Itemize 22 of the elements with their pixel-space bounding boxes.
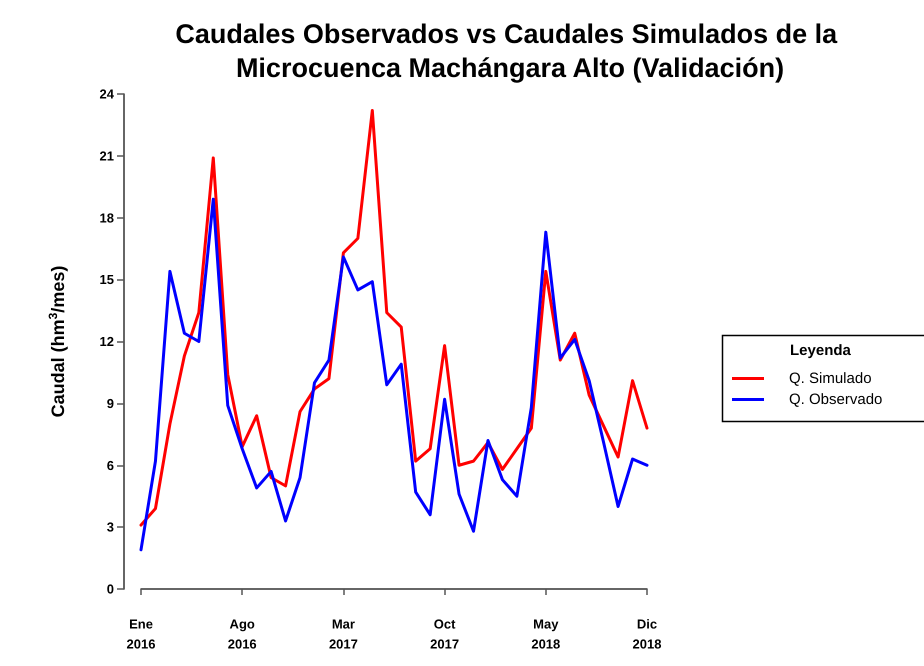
y-tick-label: 15 — [100, 272, 114, 288]
x-tick-label: Oct 2017 — [430, 616, 460, 652]
legend-label: Q. Simulado — [789, 370, 872, 387]
legend-title: Leyenda — [790, 342, 852, 359]
chart-title: Caudales Observados vs Caudales Simulados de la Microcuenca Machángara Alto (Validación) — [175, 19, 845, 83]
x-tick-label: May 2018 — [531, 616, 560, 652]
y-tick-label: 24 — [100, 86, 115, 102]
x-tick-label: Ago 2016 — [228, 616, 257, 652]
y-tick-label: 0 — [106, 582, 114, 596]
y-tick-label: 6 — [106, 458, 114, 473]
y-tick-label: 12 — [100, 334, 114, 349]
y-axis-title: Caudal (hm3/mes) — [46, 266, 68, 418]
y-tick-label: 9 — [106, 396, 114, 411]
x-tick-label: Ene 2016 — [126, 616, 156, 652]
legend-label: Q. Observado — [789, 391, 882, 408]
y-tick-label: 21 — [100, 148, 114, 164]
x-tick-label: Dic 2018 — [632, 616, 662, 652]
y-tick-label: 18 — [100, 210, 114, 226]
line-series — [140, 109, 648, 527]
y-tick-label: 3 — [106, 520, 114, 535]
line-series — [140, 198, 648, 552]
x-tick-label: Mar 2017 — [328, 616, 358, 652]
